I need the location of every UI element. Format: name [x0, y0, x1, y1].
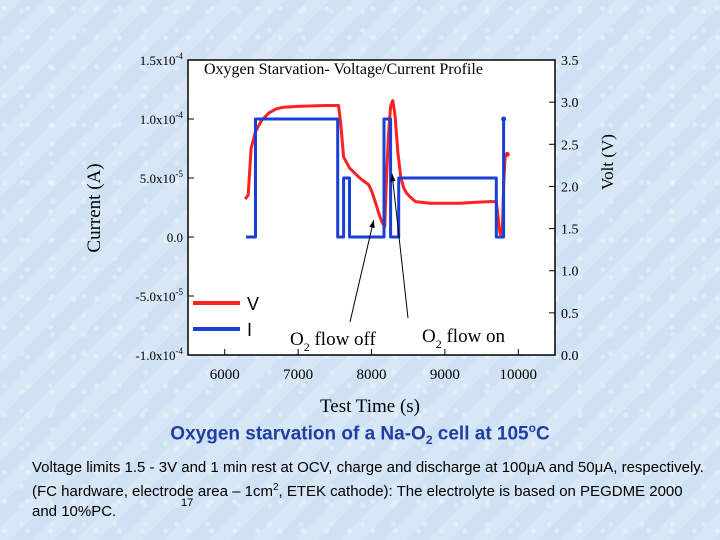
- body-part2: , ETEK cathode): The electrolyte is base…: [32, 483, 683, 520]
- y-right-tick-label: 1.0: [561, 265, 579, 280]
- caption-sub: 2: [425, 433, 433, 448]
- body-part1: Voltage limits 1.5 - 3V and 1 min rest a…: [32, 459, 704, 500]
- y-right-tick-label: 3.5: [561, 54, 579, 69]
- legend: V I: [193, 294, 259, 340]
- annotation-flow-off-sub: 2: [304, 340, 310, 354]
- slide-body-text: Voltage limits 1.5 - 3V and 1 min rest a…: [32, 458, 704, 522]
- legend-label-i: I: [247, 320, 252, 340]
- slide-caption: Oxygen starvation of a Na-O2 cell at 105…: [0, 421, 720, 447]
- caption-part1: Oxygen starvation of a Na-O: [170, 423, 426, 445]
- annotation-arrow-line: [391, 173, 409, 319]
- y-axis-right-label: Volt (V): [598, 134, 617, 190]
- series-endpoint-v: [504, 151, 510, 157]
- annotation-flow-on-o: O: [422, 326, 436, 347]
- svg-text:O2 flow on: O2 flow on: [422, 326, 506, 351]
- y-left-tick-label: 1.0x10-4: [140, 110, 184, 127]
- y-axis-right: 0.0 0.5 1.0 1.5 2.0 2.5 3.0 3.5: [549, 54, 579, 364]
- annotation-arrow-head: [390, 173, 396, 182]
- x-tick-label: 10000: [500, 367, 538, 383]
- series-line-i: [246, 117, 506, 239]
- x-tick-label: 7000: [283, 367, 313, 383]
- y-left-tick-label: -5.0x10-5: [135, 287, 183, 304]
- caption-degree: o: [528, 421, 536, 435]
- legend-label-v: V: [247, 294, 259, 314]
- x-tick-label: 8000: [357, 367, 387, 383]
- annotation-flow-on-sub: 2: [436, 337, 442, 351]
- caption-part3: C: [535, 423, 550, 445]
- annotation-flow-on: O2 flow on: [422, 326, 506, 351]
- y-right-tick-label: 1.5: [561, 223, 579, 238]
- x-axis: 6000 7000 8000 9000 10000: [210, 349, 537, 383]
- chart-title: Oxygen Starvation- Voltage/Current Profi…: [204, 61, 483, 78]
- y-right-tick-label: 2.0: [561, 180, 579, 195]
- x-tick-label: 9000: [430, 367, 460, 383]
- annotation-layer: [349, 173, 409, 323]
- y-left-tick-label: 0.0: [167, 230, 183, 245]
- annotation-flow-off-o: O: [290, 329, 304, 350]
- annotation-arrow-line: [349, 220, 375, 323]
- y-left-tick-label: 5.0x10-5: [140, 169, 184, 186]
- chart-figure: 6000 7000 8000 9000 10000 -1.0x10-4 -5.0x10-5…: [84, 51, 617, 417]
- y-axis-left-label: Current (A): [84, 163, 105, 252]
- caption-part2: cell at 105: [432, 423, 529, 445]
- x-tick-label: 6000: [210, 367, 240, 383]
- y-right-tick-label: 2.5: [561, 138, 579, 153]
- y-right-tick-label: 0.0: [561, 349, 579, 364]
- series-layer: [244, 99, 510, 239]
- y-axis-left: -1.0x10-4 -5.0x10-5 0.0 5.0x10-5 1.0x10-4 1.5…: [135, 51, 194, 363]
- svg-text:O2 flow off: O2 flow off: [290, 329, 377, 354]
- y-right-tick-label: 0.5: [561, 307, 579, 322]
- plot-area: [187, 59, 556, 356]
- y-left-tick-label: 1.5x10-4: [140, 51, 184, 68]
- x-axis-label: Test Time (s): [320, 396, 420, 417]
- y-left-tick-label: -1.0x10-4: [135, 346, 183, 363]
- series-endpoint-i: [501, 116, 507, 122]
- annotation-flow-off: O2 flow off: [290, 329, 377, 354]
- annotation-flow-on-text: flow on: [442, 326, 506, 347]
- annotation-arrow-head: [369, 220, 375, 229]
- y-right-tick-label: 3.0: [561, 96, 579, 111]
- annotation-flow-off-text: flow off: [310, 329, 377, 350]
- footnote-marker: 17: [181, 497, 194, 509]
- body-sup: 2: [272, 482, 279, 493]
